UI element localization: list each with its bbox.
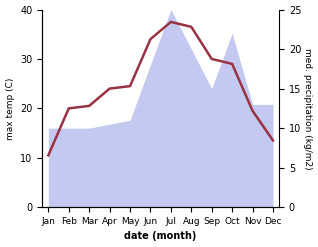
Y-axis label: max temp (C): max temp (C)	[5, 77, 15, 140]
Y-axis label: med. precipitation (kg/m2): med. precipitation (kg/m2)	[303, 48, 313, 169]
X-axis label: date (month): date (month)	[124, 231, 197, 242]
